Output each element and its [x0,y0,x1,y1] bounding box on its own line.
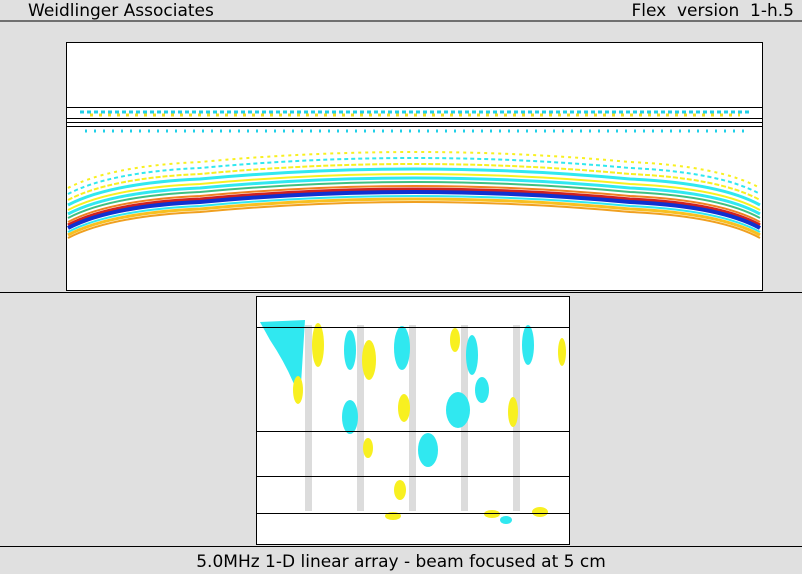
plot-area [0,0,802,574]
caption: 5.0MHz 1-D linear array - beam focused a… [0,552,802,572]
field-panel [67,43,763,291]
screen: Weidlinger Associates Flex version 1-h.5 [0,0,802,574]
